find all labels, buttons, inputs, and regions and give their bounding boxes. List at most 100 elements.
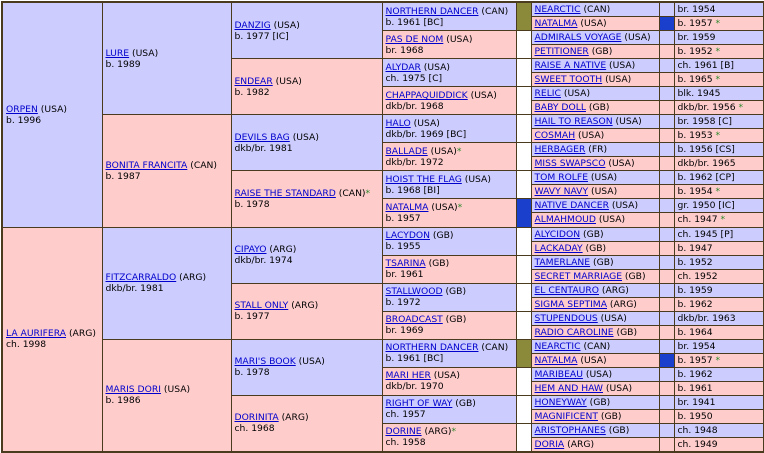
- horse-name-line: NORTHERN DANCER (CAN): [386, 6, 513, 17]
- horse-name-link[interactable]: ORPEN: [6, 103, 38, 115]
- horse-name-link[interactable]: LACKADAY: [534, 242, 583, 254]
- horse-name-link[interactable]: BALLADE: [385, 145, 428, 157]
- horse-name-link[interactable]: ARISTOPHANES: [534, 424, 606, 436]
- gen2-horse-cell: LURE (USA) b. 1989: [101, 1, 232, 116]
- horse-name-link[interactable]: TOM ROLFE: [534, 172, 589, 184]
- horse-name-link[interactable]: ALYDAR: [385, 61, 421, 73]
- horse-color-year: b. 1978: [234, 198, 270, 210]
- notable-star-icon: *: [715, 46, 721, 58]
- horse-name-link[interactable]: MARIS DORI: [105, 384, 161, 396]
- horse-name-link[interactable]: DEVILS BAG: [234, 131, 290, 143]
- marker-spacer: [658, 254, 675, 270]
- horse-name-link[interactable]: HAIL TO REASON: [534, 116, 613, 128]
- horse-name-link[interactable]: EL CENTAURO: [534, 284, 599, 296]
- horse-name-link[interactable]: NATALMA: [534, 354, 578, 366]
- horse-name-link[interactable]: COSMAH: [534, 130, 576, 142]
- horse-info-line: b. 1968 [BI]: [386, 185, 513, 196]
- horse-color-year: b. 1955: [385, 241, 421, 253]
- gen5-info-cell: br. 1941: [673, 394, 764, 410]
- horse-name-link[interactable]: FITZCARRALDO: [105, 272, 177, 284]
- horse-color-year: b. 1956 [CS]: [677, 144, 735, 156]
- country-code: (ARG): [564, 438, 595, 450]
- horse-name-link[interactable]: PAS DE NOM: [385, 33, 444, 45]
- horse-name-link[interactable]: ENDEAR: [234, 75, 273, 87]
- horse-name-link[interactable]: PETITIONER: [534, 46, 589, 58]
- horse-name-link[interactable]: LACYDON: [385, 230, 431, 241]
- horse-info-line: dkb/br. 1970: [386, 381, 513, 392]
- horse-color-year: b. 1952: [677, 46, 713, 58]
- horse-color-year: b. 1957: [677, 354, 713, 366]
- horse-name-link[interactable]: ALMAHMOUD: [534, 214, 596, 226]
- horse-name-link[interactable]: STUPENDOUS: [534, 312, 598, 324]
- horse-name-link[interactable]: NATALMA: [534, 18, 578, 30]
- horse-name-link[interactable]: LURE: [105, 47, 130, 59]
- gen5-horse-cell: COSMAH (USA): [530, 128, 660, 144]
- country-code: (GB): [597, 410, 622, 422]
- horse-name-link[interactable]: DORIA: [534, 438, 565, 450]
- horse-name-link[interactable]: SIGMA SEPTIMA: [534, 298, 608, 310]
- horse-name-link[interactable]: BONITA FRANCITA: [105, 159, 188, 171]
- gen5-info-cell: b. 1959: [673, 282, 764, 298]
- horse-name-link[interactable]: TSARINA: [385, 258, 426, 270]
- horse-name-link[interactable]: NEARCTIC: [534, 340, 581, 352]
- horse-name-link[interactable]: CHAPPAQUIDDICK: [385, 89, 468, 101]
- horse-name-line: RIGHT OF WAY (GB): [386, 398, 513, 409]
- horse-name-link[interactable]: NATIVE DANCER: [534, 200, 609, 212]
- gen3-horse-cell: DANZIG (USA) b. 1977 [IC]: [230, 1, 383, 60]
- horse-name-link[interactable]: SWEET TOOTH: [534, 74, 603, 86]
- horse-name-link[interactable]: NORTHERN DANCER: [385, 342, 479, 354]
- horse-name-link[interactable]: BABY DOLL: [534, 102, 586, 114]
- horse-name-link[interactable]: MARI'S BOOK: [234, 356, 296, 368]
- gen4-horse-cell: STALLWOOD (GB) b. 1972: [381, 282, 517, 312]
- pedigree-row: STALL ONLY (ARG) b. 1977 STALLWOOD (GB) b. …: [2, 282, 764, 340]
- horse-name-link[interactable]: HALO: [385, 117, 411, 129]
- horse-name-link[interactable]: MISS SWAPSCO: [534, 158, 606, 170]
- marker-spacer: [658, 198, 675, 214]
- horse-name-link[interactable]: HEM AND HAW: [534, 382, 604, 394]
- gen5-horse-cell: HERBAGER (FR): [530, 142, 660, 158]
- horse-name-link[interactable]: LA AURIFERA: [6, 328, 67, 340]
- horse-name-link[interactable]: STALLWOOD: [385, 286, 443, 298]
- horse-name-link[interactable]: STALL ONLY: [234, 300, 289, 312]
- horse-name-line: TSARINA (GB): [386, 258, 513, 269]
- gen5-horse-cell: NATIVE DANCER (USA): [530, 198, 660, 214]
- country-code: (USA): [560, 88, 591, 100]
- horse-name-link[interactable]: WAVY NAVY: [534, 186, 589, 198]
- horse-name-link[interactable]: SECRET MARRIAGE: [534, 270, 623, 282]
- marker-spacer: [658, 268, 675, 284]
- horse-name-link[interactable]: MAGNIFICENT: [534, 410, 598, 422]
- horse-name-link[interactable]: NORTHERN DANCER: [385, 5, 479, 17]
- horse-name-link[interactable]: DORINE: [385, 426, 422, 438]
- horse-color-year: blk. 1945: [677, 88, 721, 100]
- horse-name-link[interactable]: HERBAGER: [534, 144, 586, 156]
- horse-name-link[interactable]: DANZIG: [234, 19, 271, 31]
- horse-name-line: ALYDAR (USA): [386, 62, 513, 73]
- marker-spacer: [658, 436, 675, 453]
- horse-name-link[interactable]: NEARCTIC: [534, 4, 581, 15]
- horse-name-link[interactable]: HONEYWAY: [534, 396, 587, 408]
- horse-name-line: LA AURIFERA (ARG): [6, 328, 99, 339]
- horse-name-link[interactable]: RAISE A NATIVE: [534, 60, 607, 72]
- horse-name-link[interactable]: RIGHT OF WAY: [385, 398, 453, 410]
- horse-name-link[interactable]: ADMIRALS VOYAGE: [534, 32, 622, 44]
- horse-name-link[interactable]: MARIBEAU: [534, 368, 583, 380]
- horse-color-year: gr. 1950 [IC]: [677, 200, 735, 212]
- horse-name-link[interactable]: RELIC: [534, 88, 561, 100]
- horse-name-link[interactable]: DORINITA: [234, 412, 279, 424]
- horse-name-link[interactable]: BROADCAST: [385, 314, 443, 326]
- country-code: (GB): [590, 256, 614, 268]
- horse-info-line: dkb/br. 1981: [106, 283, 228, 294]
- gen5-info-cell: b. 1957 *: [673, 352, 764, 368]
- horse-name-link[interactable]: HOIST THE FLAG: [385, 173, 462, 185]
- horse-name-link[interactable]: NATALMA: [385, 201, 429, 213]
- horse-name-link[interactable]: TAMERLANE: [534, 256, 591, 268]
- horse-name-link[interactable]: ALYCIDON: [534, 228, 581, 240]
- horse-name-link[interactable]: RAISE THE STANDARD: [234, 187, 336, 199]
- horse-name-link[interactable]: CIPAYO: [234, 244, 267, 256]
- gen4-horse-cell: HOIST THE FLAG (USA) b. 1968 [BI]: [381, 170, 517, 200]
- horse-name-link[interactable]: RADIO CAROLINE: [534, 326, 614, 338]
- gen5-horse-cell: RELIC (USA): [530, 86, 660, 102]
- horse-name-link[interactable]: MARI HER: [385, 370, 431, 382]
- country-code: (USA): [588, 172, 618, 184]
